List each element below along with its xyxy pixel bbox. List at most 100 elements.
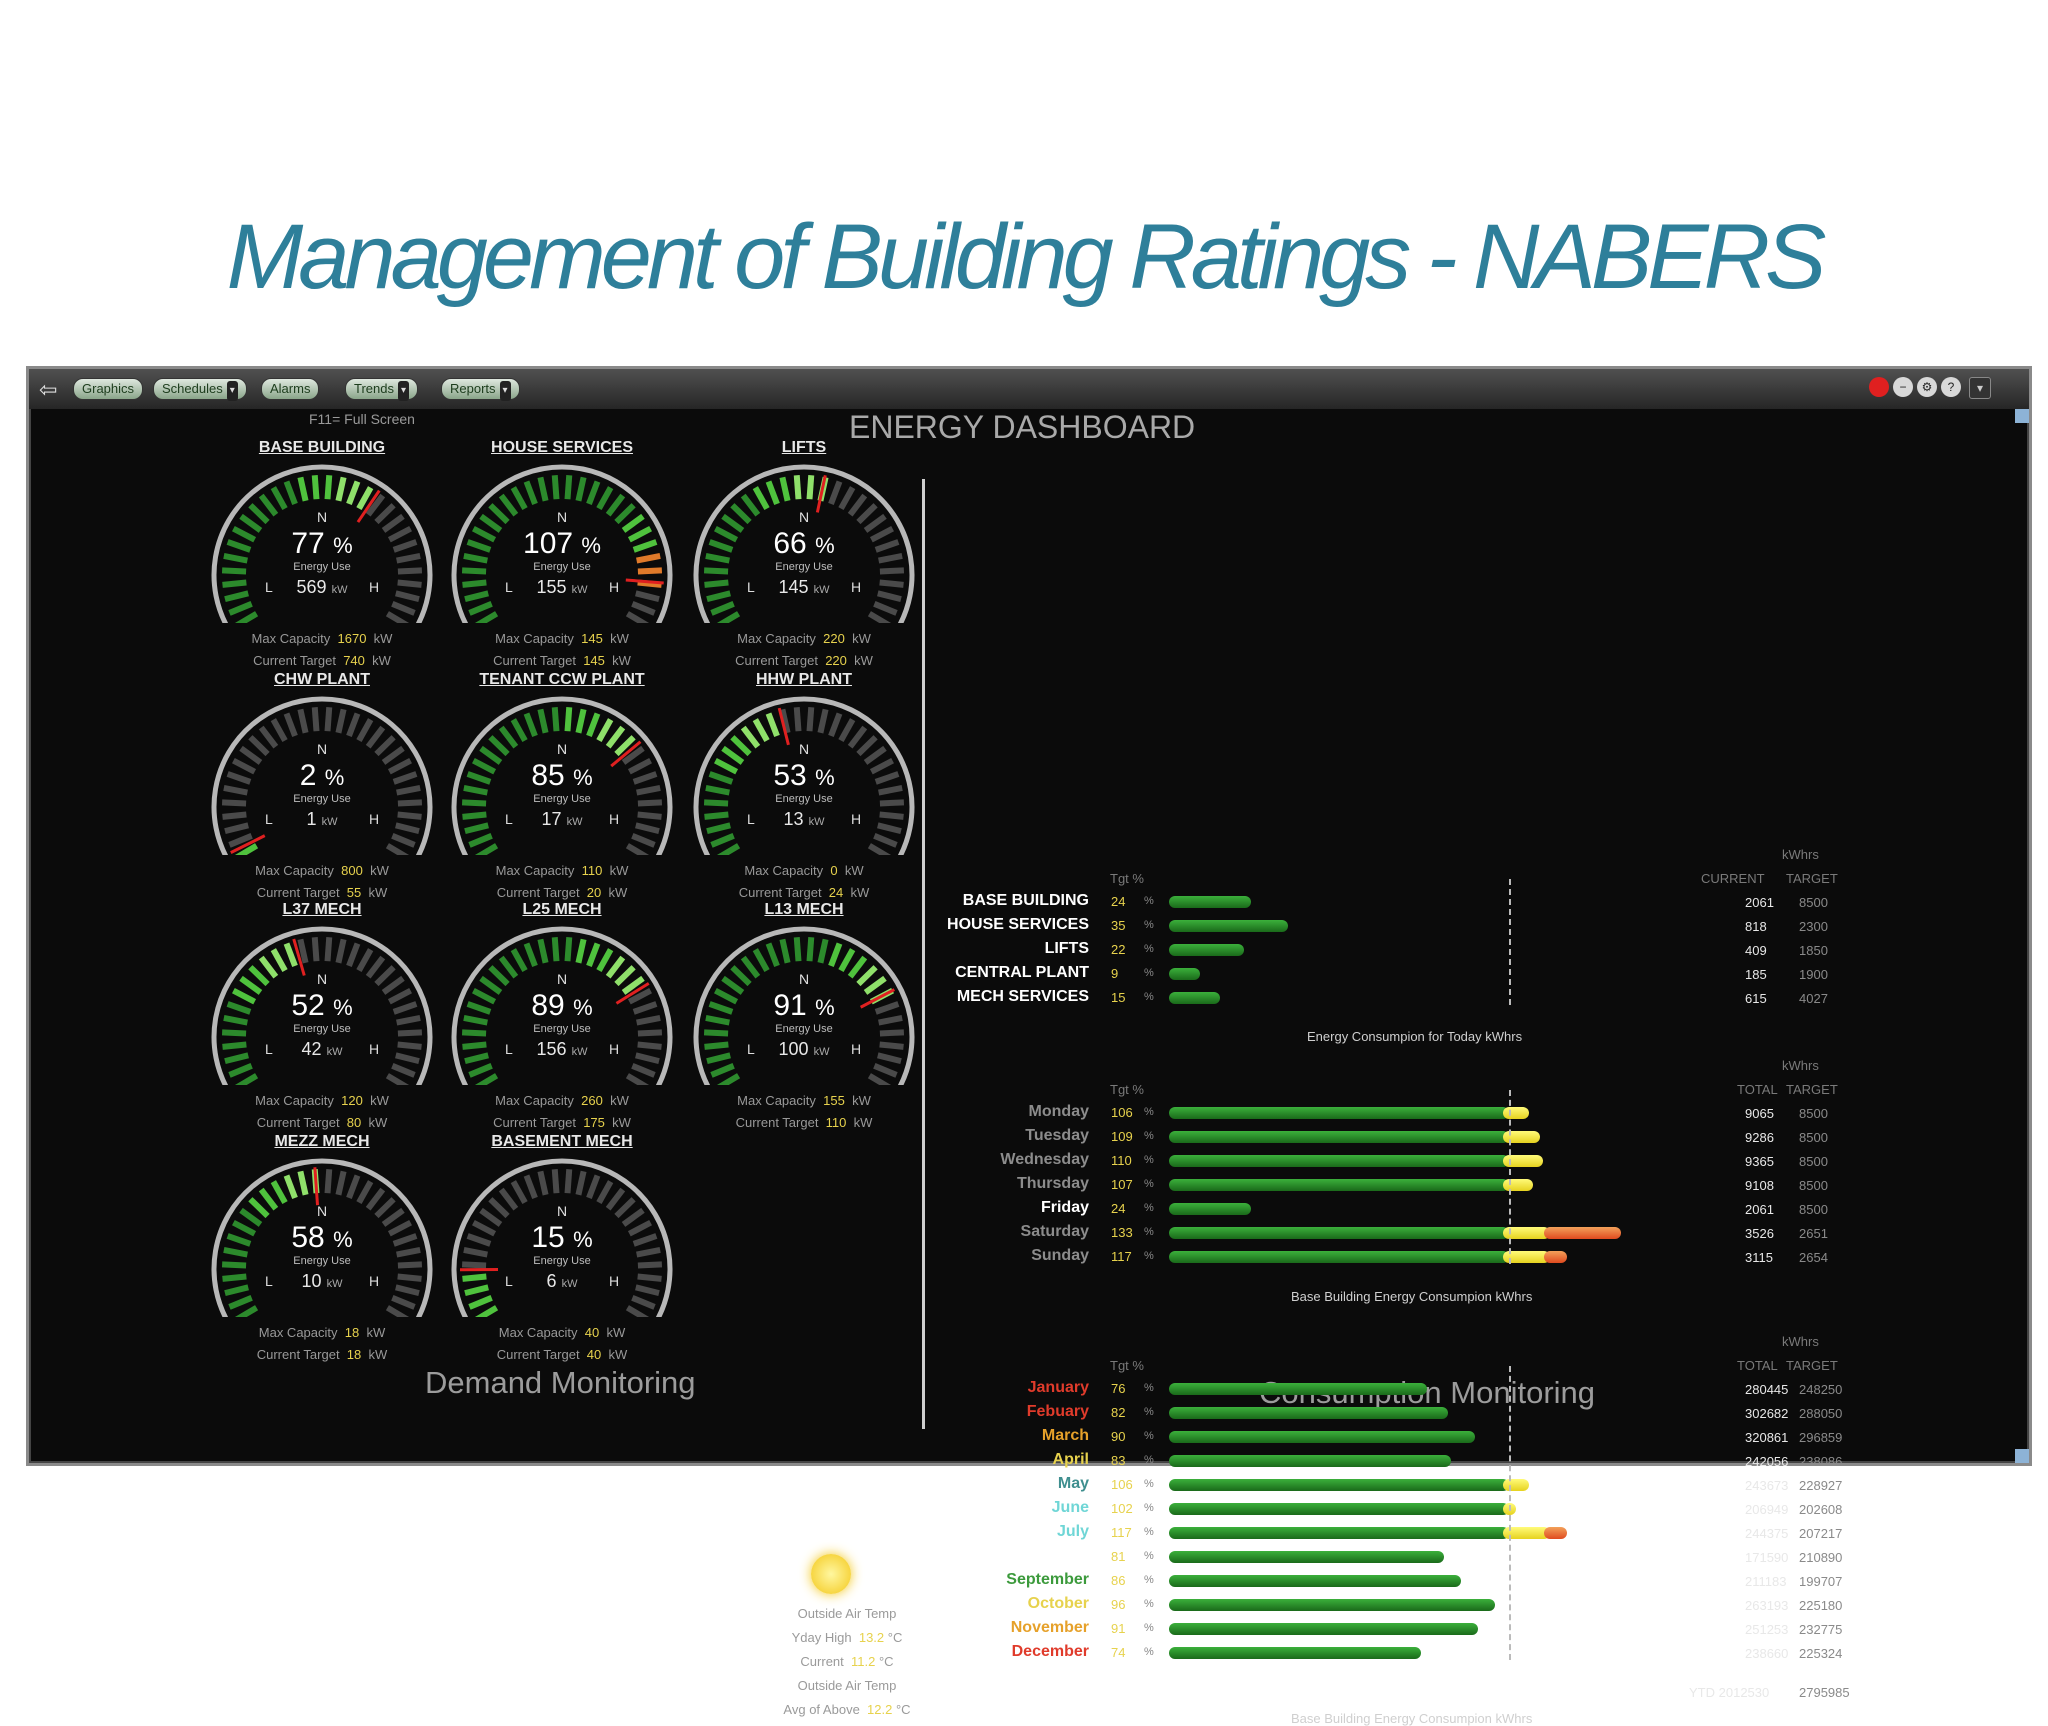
- gauge-current-target: Current Target 110 kW: [689, 1115, 919, 1130]
- total-header: TOTAL: [1737, 1358, 1778, 1373]
- gauge-segment: [527, 482, 536, 504]
- gauge-segment: [392, 1298, 414, 1307]
- scroll-up-arrow[interactable]: [2015, 409, 2029, 423]
- gauge-segment: [513, 1182, 525, 1203]
- gauge-n-label: N: [207, 971, 437, 987]
- close-icon[interactable]: [1869, 377, 1889, 397]
- gauge-segment: [287, 1176, 296, 1198]
- chevron-down-icon[interactable]: ▾: [227, 381, 238, 401]
- row-march-tgt: 90: [1111, 1429, 1125, 1444]
- gauge-title[interactable]: LIFTS: [689, 439, 919, 457]
- gauge-title[interactable]: MEZZ MECH: [207, 1133, 437, 1151]
- avg-temp-row: Avg of Above 12.2 °C: [747, 1702, 947, 1717]
- menu-graphics-button[interactable]: Graphics: [73, 378, 143, 400]
- gauge-title[interactable]: CHW PLANT: [207, 671, 437, 689]
- gauge-segment: [589, 1176, 598, 1198]
- gauge-title[interactable]: HOUSE SERVICES: [447, 439, 677, 457]
- menu-alarms-button[interactable]: Alarms: [261, 378, 319, 400]
- gauge-segment: [392, 1066, 414, 1075]
- target-header: TARGET: [1786, 871, 1838, 886]
- row-sunday-label: Sunday: [909, 1247, 1089, 1265]
- gauge-kw: 155 kW: [447, 577, 677, 598]
- row-febuary-bar-green: [1169, 1407, 1448, 1419]
- gauge-segment: [469, 604, 491, 613]
- year-caption: Base Building Energy Consumpion kWhrs: [1291, 1711, 1532, 1726]
- gauge-high-label: H: [851, 811, 861, 827]
- chevron-down-icon[interactable]: ▾: [500, 381, 511, 401]
- slide-title: Management of Building Ratings - NABERS: [0, 205, 2048, 310]
- gauge-n-label: N: [447, 971, 677, 987]
- settings-icon[interactable]: ⚙: [1917, 377, 1937, 397]
- row-base-building-tgt: 24: [1111, 894, 1125, 909]
- dropdown-menu-icon[interactable]: ▾: [1969, 377, 1991, 399]
- gauge-title[interactable]: HHW PLANT: [689, 671, 919, 689]
- gauge-percent: 53 %: [689, 759, 919, 793]
- row-saturday-tgt: 133: [1111, 1225, 1133, 1240]
- kwhrs-header: kWhrs: [1782, 847, 1819, 862]
- row-febuary-target: 288050: [1799, 1406, 1842, 1421]
- row-mech-services-target: 4027: [1799, 991, 1828, 1006]
- gauge-segment: [287, 714, 296, 736]
- menu-schedules-button[interactable]: Schedules▾: [153, 378, 247, 400]
- gauge-title[interactable]: BASE BUILDING: [207, 439, 437, 457]
- minimize-icon[interactable]: −: [1893, 377, 1913, 397]
- gauge-segment: [627, 614, 648, 623]
- row-september-tgt: 86: [1111, 1573, 1125, 1588]
- gauge-title[interactable]: TENANT CCW PLANT: [447, 671, 677, 689]
- gauge-segment: [820, 709, 825, 732]
- gauge-segment: [300, 709, 305, 732]
- row-march-total: 320861: [1745, 1430, 1788, 1445]
- menu-reports-button[interactable]: Reports▾: [441, 378, 520, 400]
- gauge-segment: [578, 477, 583, 500]
- gauge-max-capacity: Max Capacity 800 kW: [207, 863, 437, 878]
- row-febuary-pct-sign: %: [1144, 1406, 1154, 1418]
- gauge-current-target: Current Target 20 kW: [447, 885, 677, 900]
- gauge-current-target: Current Target 220 kW: [689, 653, 919, 668]
- row-may-pct-sign: %: [1144, 1478, 1154, 1490]
- gauge-title[interactable]: BASEMENT MECH: [447, 1133, 677, 1151]
- total-header: TOTAL: [1737, 1082, 1778, 1097]
- gauge-segment: [273, 1182, 285, 1203]
- row-december-total: 238660: [1745, 1646, 1788, 1661]
- row-april-label: April: [909, 1451, 1089, 1469]
- ytd-target: 2795985: [1799, 1685, 1850, 1700]
- row-august-tgt: 81: [1111, 1549, 1125, 1564]
- row-july-target: 207217: [1799, 1526, 1842, 1541]
- row-sunday-total: 3115: [1745, 1250, 1773, 1265]
- gauge-n-label: N: [447, 741, 677, 757]
- chevron-down-icon[interactable]: ▾: [398, 381, 409, 401]
- row-september-label: September: [909, 1571, 1089, 1589]
- scroll-down-arrow[interactable]: [2015, 1449, 2029, 1463]
- row-thursday-tgt: 107: [1111, 1177, 1133, 1192]
- gauge-segment: [359, 1182, 371, 1203]
- gauge-title[interactable]: L25 MECH: [447, 901, 677, 919]
- row-monday-target: 8500: [1799, 1106, 1828, 1121]
- gauge-segment: [315, 707, 317, 731]
- row-saturday-label: Saturday: [909, 1223, 1089, 1241]
- gauge-segment: [540, 1171, 545, 1194]
- gauge-high-label: H: [851, 579, 861, 595]
- back-arrow-icon[interactable]: ⇦: [39, 377, 57, 403]
- gauge-segment: [782, 477, 787, 500]
- gauge-percent: 2 %: [207, 759, 437, 793]
- gauge-title[interactable]: L37 MECH: [207, 901, 437, 919]
- gauge-title[interactable]: L13 MECH: [689, 901, 919, 919]
- today-caption: Energy Consumpion for Today kWhrs: [1307, 1029, 1522, 1044]
- gauge-segment: [555, 937, 557, 961]
- gauge-segment: [338, 1171, 343, 1194]
- gauge-segment: [810, 937, 812, 961]
- help-icon[interactable]: ?: [1941, 377, 1961, 397]
- menu-trends-button[interactable]: Trends▾: [345, 378, 418, 400]
- gauge-energy-use-label: Energy Use: [447, 793, 677, 805]
